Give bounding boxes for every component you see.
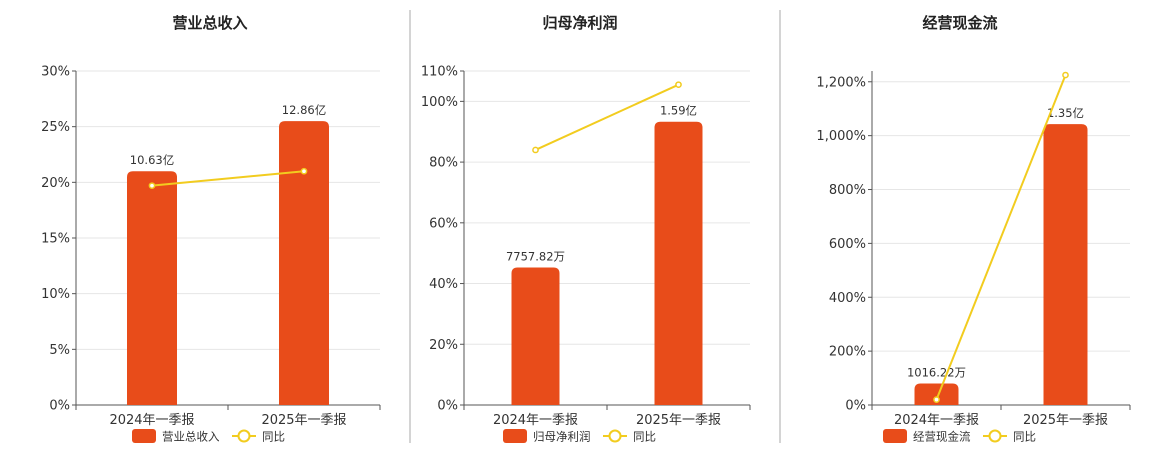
legend-line-marker [608,429,622,443]
bar-data-label: 7757.82万 [506,249,565,263]
legend-bar-label: 归母净利润 [533,430,591,444]
y-tick-label: 10% [41,287,70,302]
y-tick-label: 600% [829,237,866,252]
line-series [535,83,679,151]
chart-title: 营业总收入 [172,14,247,32]
bar [914,383,959,405]
chart-title: 归母净利润 [542,14,617,32]
chart-panel-2: 归母净利润 0% 20% 40% 60% 80% 100% 110% 2024年一季报 2025年… [421,14,751,444]
line-point [300,167,308,175]
y-tick-label: 0% [49,399,70,414]
legend-bar-label: 经营现金流 [913,430,971,444]
y-tick-label: 110% [421,65,458,80]
bar [279,121,329,405]
line-series [935,74,1067,400]
bar-data-label: 1.35亿 [1047,106,1084,120]
y-tick-label: 0% [845,399,866,414]
line-point [933,396,940,403]
y-tick-label: 20% [429,338,458,353]
chart-panel-3: 经营现金流 0% 200% 400% 600% 800% 1,000% 1,200% 2024年… [816,14,1131,444]
y-tick-label: 0% [437,399,458,414]
y-tick-label: 5% [49,343,70,358]
x-tick-label: 2025年一季报 [1023,413,1108,428]
legend-bar-swatch [883,429,907,443]
y-tick-label: 100% [421,95,458,110]
bar-data-label: 10.63亿 [130,153,174,167]
bar [127,171,177,405]
y-tick-label: 15% [41,232,70,247]
y-tick-label: 1,000% [816,129,866,144]
line-point [532,146,539,154]
bar [511,267,560,405]
x-tick-label: 2024年一季报 [109,413,194,428]
y-tick-label: 40% [429,277,458,292]
bar [1043,124,1088,406]
line-series [151,170,305,187]
bar-data-label: 12.86亿 [282,103,326,117]
line-point [148,182,156,190]
legend-line-label: 同比 [1013,430,1036,444]
line-point [1062,71,1069,79]
chart-title: 经营现金流 [922,14,997,32]
legend-bar-swatch [503,429,527,443]
y-tick-label: 25% [41,120,70,135]
legend-bar-label: 营业总收入 [162,430,220,444]
legend-bar-swatch [132,429,156,443]
x-tick-label: 2025年一季报 [636,413,721,428]
y-tick-label: 1,200% [816,75,866,90]
y-tick-label: 200% [829,345,866,360]
y-tick-label: 800% [829,183,866,198]
legend-line-label: 同比 [262,430,285,444]
bar [654,121,703,405]
bar-data-label: 1016.22万 [907,365,966,379]
x-tick-label: 2025年一季报 [261,413,346,428]
y-tick-label: 60% [429,216,458,231]
x-tick-label: 2024年一季报 [493,413,578,428]
legend-line-label: 同比 [633,430,656,444]
line-point [675,81,682,89]
y-tick-label: 400% [829,291,866,306]
legend-line-marker [988,429,1002,443]
bar-data-label: 1.59亿 [660,104,697,118]
y-tick-label: 30% [41,65,70,80]
chart-panel-1: 营业总收入 0% 5% 10% 15% 20% 25% 30% 2024年一季报 2025年一季报… [41,14,381,444]
x-tick-label: 2024年一季报 [894,413,979,428]
y-tick-label: 80% [429,156,458,171]
y-tick-label: 20% [41,176,70,191]
legend-line-marker [237,429,251,443]
